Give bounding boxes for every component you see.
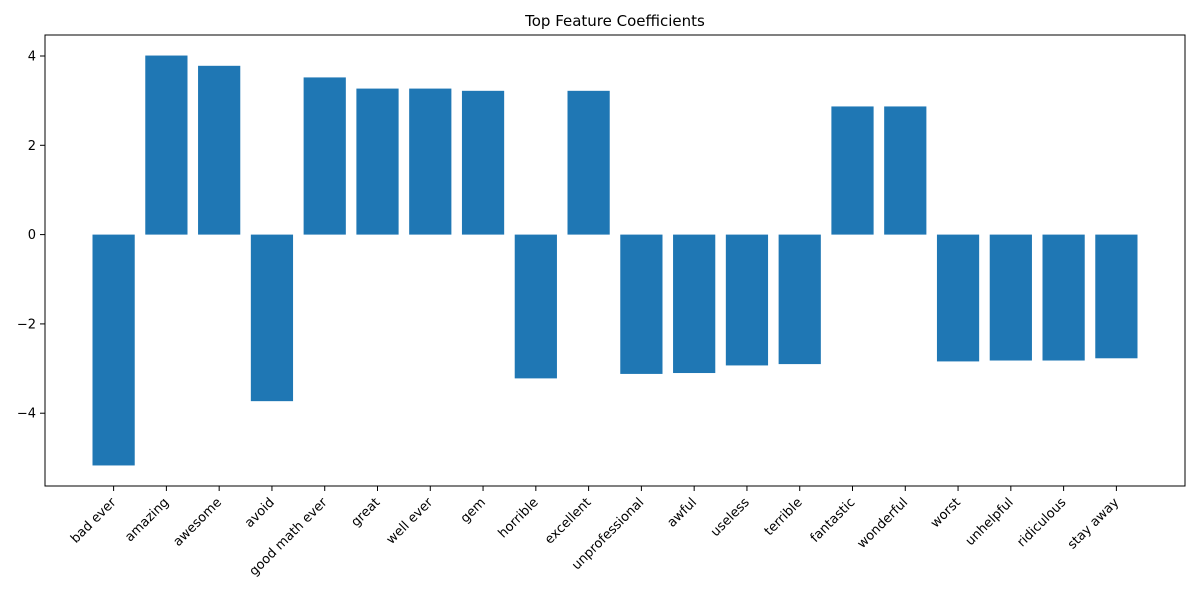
y-tick-label: 2	[28, 139, 36, 154]
x-tick-label: unhelpful	[963, 495, 1017, 549]
bar-well-ever	[409, 88, 452, 235]
x-tick-label: awful	[665, 495, 700, 530]
bar-avoid	[250, 234, 294, 402]
bar-good-math-ever	[303, 77, 346, 235]
bar-stay-away	[1095, 234, 1138, 359]
x-tick-label: excellent	[542, 495, 594, 547]
y-tick-label: 4	[28, 49, 36, 64]
chart-title: Top Feature Coefficients	[524, 12, 705, 30]
x-tick-label: avoid	[242, 495, 278, 531]
x-tick-label: horrible	[496, 495, 542, 541]
x-tick-label: great	[348, 495, 383, 530]
bar-great	[356, 88, 399, 235]
x-tick-label: well ever	[384, 495, 437, 548]
y-tick-label: −2	[17, 317, 36, 332]
bar-worst	[936, 234, 980, 362]
bar-horrible	[514, 234, 557, 379]
x-tick-label: fantastic	[808, 495, 859, 546]
bar-awful	[673, 234, 716, 374]
x-tick-label: awesome	[171, 495, 225, 549]
bar-unprofessional	[620, 234, 663, 374]
bar-unhelpful	[989, 234, 1032, 361]
x-tick-label: stay away	[1065, 495, 1122, 552]
plot-frame	[44, 34, 1186, 487]
bar-bad-ever	[92, 234, 135, 466]
bar-useless	[725, 234, 769, 366]
bar-terrible	[778, 234, 821, 365]
x-tick-label: worst	[928, 495, 964, 531]
bars-group	[92, 55, 1138, 466]
x-tick-label: wonderful	[855, 495, 911, 551]
x-tick-label: gem	[458, 495, 489, 526]
bar-ridiculous	[1042, 234, 1085, 361]
bar-gem	[461, 90, 505, 235]
x-tick-label: terrible	[762, 495, 806, 539]
bar-excellent	[567, 90, 610, 235]
x-tick-label: bad ever	[68, 495, 120, 547]
y-tick-label: 0	[28, 228, 36, 243]
bar-fantastic	[831, 106, 874, 235]
x-tick-label: useless	[708, 495, 753, 540]
x-tick-label: amazing	[122, 495, 172, 545]
bar-wonderful	[884, 106, 927, 235]
x-tick-label: ridiculous	[1014, 495, 1069, 550]
y-axis: −4 −2 0 2 4	[17, 49, 45, 422]
bar-amazing	[145, 55, 188, 235]
y-tick-label: −4	[17, 407, 36, 422]
bar-awesome	[198, 65, 241, 235]
